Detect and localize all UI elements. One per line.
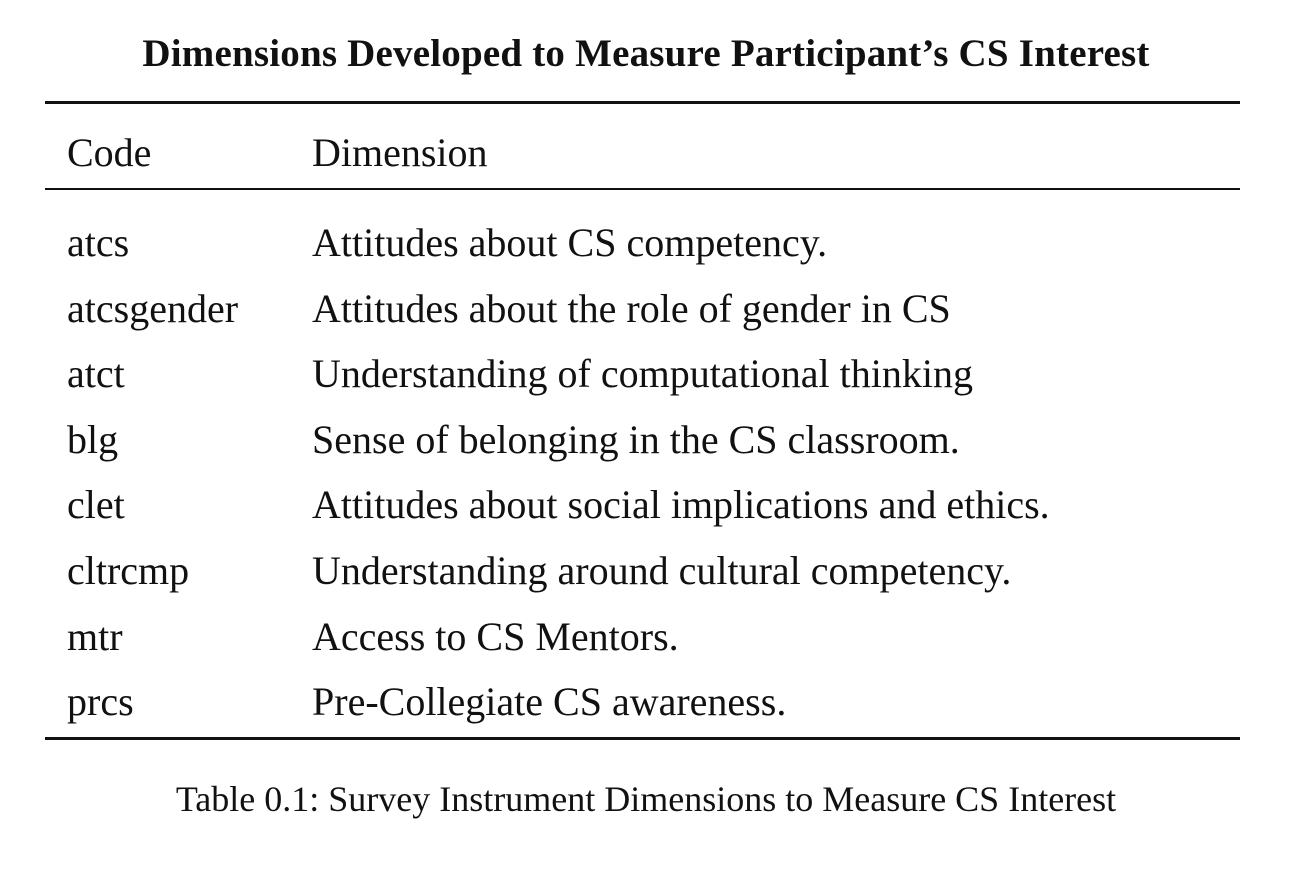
- row-code: prcs: [67, 679, 134, 725]
- row-dimension: Sense of belonging in the CS classroom.: [312, 416, 960, 462]
- row-code: clet: [67, 482, 125, 528]
- row-dimension: Understanding around cultural competency…: [312, 547, 1012, 593]
- row-code: blg: [67, 416, 119, 462]
- header-rule: [45, 188, 1240, 190]
- table-row: atcs Attitudes about CS competency.: [45, 210, 1240, 276]
- table-row: cltrcmp Understanding around cultural co…: [45, 538, 1240, 604]
- row-dimension: Understanding of computational thinking: [312, 351, 973, 397]
- table-row: atct Understanding of computational thin…: [45, 341, 1240, 407]
- table-body: atcs Attitudes about CS competency. atcs…: [45, 210, 1240, 735]
- table-title: Dimensions Developed to Measure Particip…: [142, 32, 1150, 75]
- row-dimension: Attitudes about the role of gender in CS: [312, 285, 951, 331]
- row-dimension: Attitudes about social implications and …: [312, 482, 1050, 528]
- row-dimension: Attitudes about CS competency.: [312, 220, 828, 265]
- table-caption: Table 0.1: Survey Instrument Dimensions …: [175, 779, 1117, 819]
- table-row: atcsgender Attitudes about the role of g…: [45, 276, 1240, 342]
- table-row: clet Attitudes about social implications…: [45, 472, 1240, 538]
- row-code: atct: [67, 351, 125, 397]
- row-dimension: Access to CS Mentors.: [312, 613, 679, 659]
- row-code: atcs: [67, 220, 130, 265]
- table-row: mtr Access to CS Mentors.: [45, 604, 1240, 670]
- table-row: blg Sense of belonging in the CS classro…: [45, 407, 1240, 473]
- table-row: prcs Pre-Collegiate CS awareness.: [45, 669, 1240, 735]
- header-dimension: Dimension: [312, 130, 488, 175]
- row-code: mtr: [67, 613, 123, 659]
- row-dimension: Pre-Collegiate CS awareness.: [312, 679, 787, 725]
- row-code: atcsgender: [67, 285, 239, 331]
- row-code: cltrcmp: [67, 547, 190, 593]
- table-header-row: Code Dimension: [45, 128, 1240, 178]
- top-rule: [45, 101, 1240, 104]
- bottom-rule: [45, 737, 1240, 740]
- header-code: Code: [67, 130, 152, 175]
